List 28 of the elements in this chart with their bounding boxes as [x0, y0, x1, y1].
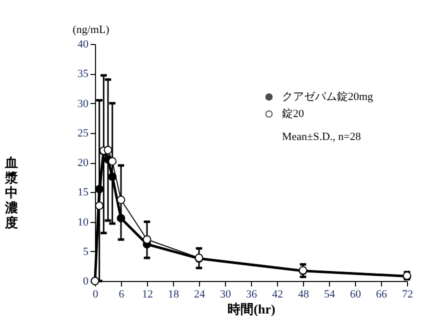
x-tick-label: 6 [118, 288, 125, 300]
y-tick-label: 40 [78, 38, 89, 50]
x-tick-label: 18 [168, 288, 180, 300]
text: (ng/mL) [72, 24, 110, 36]
x-tick-label: 12 [142, 288, 153, 300]
y-tick-label: 20 [78, 157, 89, 169]
y-tick-label: 10 [78, 216, 89, 228]
y-tick-label: 30 [78, 98, 89, 110]
x-tick-label: 66 [376, 288, 388, 300]
x-tick-label: 36 [246, 288, 258, 300]
x-tick-label: 48 [298, 288, 310, 300]
x-tick-label: 60 [350, 288, 362, 300]
annotation: Mean±S.D., n=28 [282, 131, 362, 143]
y-tick-label: 25 [78, 127, 89, 140]
y-axis-title: 血漿中濃度 [4, 155, 18, 230]
x-tick-label: 24 [194, 288, 206, 300]
legend-label: 錠20 [282, 108, 304, 120]
x-axis-title: 時間(hr) [228, 302, 276, 316]
legend-label: クアゼパム錠20mg [282, 91, 374, 103]
y-tick-label: 0 [83, 276, 89, 288]
x-tick-label: 0 [92, 288, 99, 300]
x-tick-label: 54 [324, 288, 336, 300]
x-tick-label: 72 [402, 288, 413, 300]
y-tick-label: 15 [78, 186, 89, 199]
x-tick-label: 42 [272, 288, 283, 300]
y-tick-label: 5 [83, 246, 89, 258]
y-tick-label: 35 [78, 68, 89, 80]
x-tick-label: 30 [220, 288, 232, 300]
